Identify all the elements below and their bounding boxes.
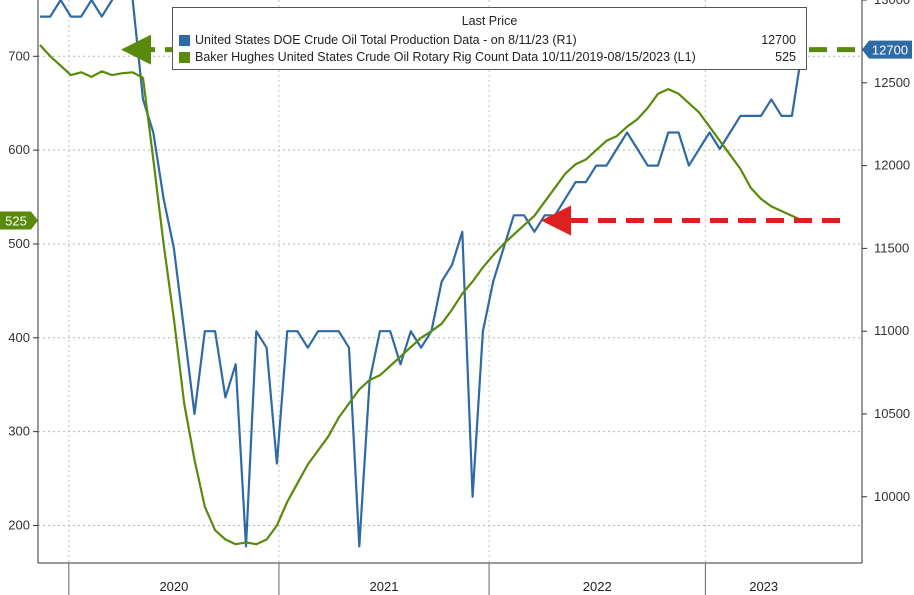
series-line-rig-count <box>39 44 803 546</box>
right-tick-label: 11000 <box>874 323 909 338</box>
x-tick-label-2022: 2022 <box>583 579 612 594</box>
legend-entry-rig-count: Baker Hughes United States Crude Oil Rot… <box>179 49 796 65</box>
right-tick-label: 12500 <box>874 75 910 90</box>
legend-value-rig-count: 525 <box>775 50 796 64</box>
right-tick-label: 11500 <box>874 240 909 255</box>
right-tick-label: 13000 <box>874 0 910 7</box>
value-tag-rig-count: 525 <box>5 214 27 229</box>
left-tick-label: 600 <box>8 142 30 157</box>
value-tag-production-bg <box>862 40 912 59</box>
right-tick-label: 12000 <box>874 158 910 173</box>
grid-layer <box>38 0 862 563</box>
legend-swatch-green <box>179 51 190 63</box>
legend: Last Price United States DOE Crude Oil T… <box>172 7 807 70</box>
series-layer <box>39 0 804 548</box>
left-tick-label: 500 <box>8 236 30 251</box>
left-tick-label: 400 <box>8 330 30 345</box>
left-tick-label: 200 <box>8 517 30 532</box>
left-tick-label: 300 <box>8 424 30 439</box>
x-tick-label-2020: 2020 <box>159 579 188 594</box>
left-tick-label: 700 <box>8 48 30 63</box>
legend-label-rig-count: Baker Hughes United States Crude Oil Rot… <box>195 50 696 64</box>
value-tag-layer: 12700 525 <box>0 40 912 230</box>
right-tick-label: 10000 <box>874 489 910 504</box>
x-tick-label-2021: 2021 <box>370 579 399 594</box>
value-tag-production: 12700 <box>872 43 908 58</box>
series-line-production <box>40 0 804 548</box>
annotation-layer <box>121 34 855 236</box>
x-tick-label-2023: 2023 <box>749 579 778 594</box>
legend-title: Last Price <box>461 14 518 28</box>
legend-swatch-blue <box>179 34 190 46</box>
legend-entry-production: United States DOE Crude Oil Total Produc… <box>179 32 796 48</box>
value-tag-rig-count-bg <box>0 211 38 230</box>
axis-layer: 200 300 400 500 600 700 10000 10500 11000 11500 12… <box>8 0 910 595</box>
right-tick-label: 10500 <box>874 406 910 421</box>
legend-label-production: United States DOE Crude Oil Total Produc… <box>195 33 577 47</box>
legend-value-production: 12700 <box>761 33 796 47</box>
